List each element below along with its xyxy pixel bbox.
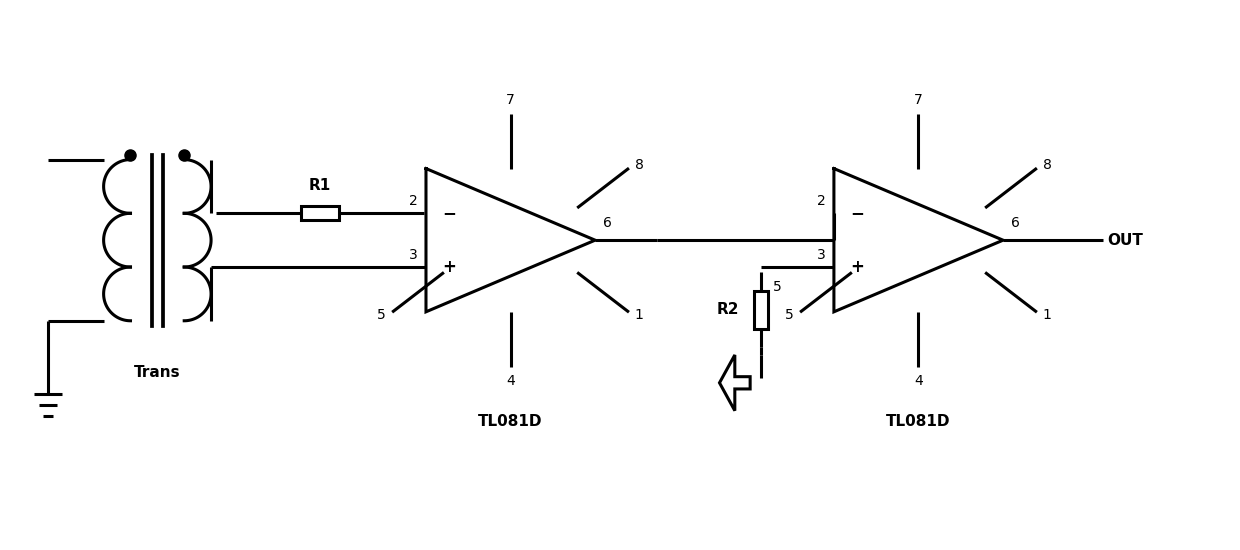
- Text: 2: 2: [817, 194, 826, 208]
- Text: 4: 4: [506, 373, 515, 388]
- Text: TL081D: TL081D: [887, 414, 951, 430]
- Text: 3: 3: [817, 249, 826, 262]
- Text: 1: 1: [1043, 308, 1052, 322]
- Text: R1: R1: [309, 178, 331, 193]
- Text: R2: R2: [717, 302, 739, 317]
- Text: 5: 5: [774, 280, 782, 294]
- Text: 7: 7: [506, 93, 515, 107]
- Text: 8: 8: [1043, 158, 1052, 172]
- Text: Trans: Trans: [134, 365, 181, 380]
- Text: 4: 4: [914, 373, 923, 388]
- Text: +: +: [851, 258, 864, 277]
- Text: −: −: [851, 204, 864, 222]
- Text: 6: 6: [603, 216, 613, 230]
- Text: 1: 1: [635, 308, 644, 322]
- Bar: [301, 206, 339, 220]
- Text: +: +: [443, 258, 456, 277]
- Text: 5: 5: [785, 308, 794, 322]
- Text: 8: 8: [635, 158, 644, 172]
- Text: 3: 3: [409, 249, 418, 262]
- Text: 2: 2: [409, 194, 418, 208]
- Text: OUT: OUT: [1107, 233, 1143, 248]
- Text: 7: 7: [914, 93, 923, 107]
- Text: TL081D: TL081D: [479, 414, 543, 430]
- Bar: [754, 291, 769, 328]
- Text: 6: 6: [1011, 216, 1019, 230]
- Text: 5: 5: [377, 308, 386, 322]
- Text: −: −: [443, 204, 456, 222]
